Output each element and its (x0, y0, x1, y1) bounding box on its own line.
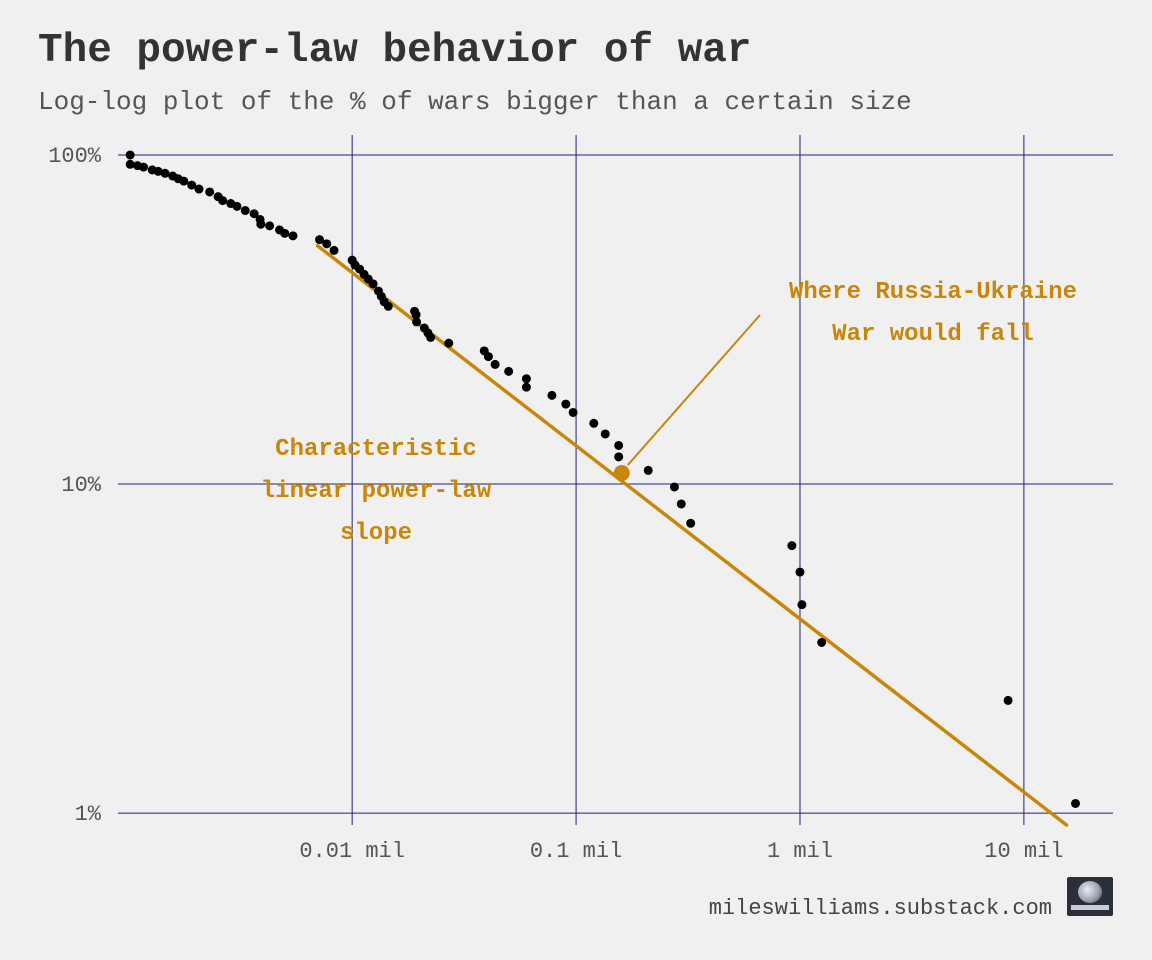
data-point (490, 359, 500, 369)
data-point (205, 187, 215, 197)
data-point (160, 168, 170, 178)
data-point (153, 166, 163, 176)
russia-ukraine-annotation: Where Russia-Ukraine War would fall (789, 279, 1077, 348)
annotations: Characteristic linear power-law slope Where… (261, 279, 1077, 547)
data-point (329, 245, 339, 255)
russia-ukraine-point (613, 465, 630, 482)
data-point (249, 209, 259, 219)
data-point (322, 239, 332, 249)
y-tick-label: 1% (75, 802, 102, 827)
data-point (187, 180, 197, 190)
data-point (444, 338, 454, 348)
trend-line-layer (315, 243, 1069, 827)
data-point (669, 482, 679, 492)
data-point (643, 465, 653, 475)
globe-logo-icon (1067, 877, 1113, 916)
data-point (1003, 695, 1013, 705)
data-point (139, 162, 149, 172)
x-tick-label: 0.1 mil (530, 839, 622, 864)
slope-annotation-line: Characteristic (275, 436, 477, 463)
slope-annotation-line: slope (340, 520, 412, 547)
data-point (795, 567, 805, 577)
data-point (568, 407, 578, 417)
data-point (547, 390, 557, 400)
data-point (504, 366, 514, 376)
data-point (412, 317, 422, 327)
data-point (194, 184, 204, 194)
trend-line (315, 243, 1069, 827)
data-point (383, 301, 393, 311)
x-tick-label: 1 mil (767, 839, 833, 864)
data-point (797, 600, 807, 610)
data-point (614, 452, 624, 462)
data-point (288, 231, 298, 241)
x-tick-label: 10 mil (984, 839, 1063, 864)
data-point (521, 382, 531, 392)
chart-title: The power-law behavior of war (38, 28, 752, 74)
axis-tick-labels: 0.01 mil 0.1 mil 1 mil 10 mil 100% 10% 1% (48, 144, 1063, 864)
data-point (218, 196, 228, 206)
data-point (240, 206, 250, 216)
data-point (483, 352, 493, 362)
grid-lines (118, 135, 1113, 825)
data-point (125, 159, 135, 169)
data-point (1070, 798, 1080, 808)
data-point (614, 440, 624, 450)
data-point (280, 228, 290, 238)
data-points (125, 150, 1080, 808)
data-point (256, 219, 266, 229)
slope-annotation: Characteristic linear power-law slope (261, 436, 492, 547)
data-point (411, 310, 421, 320)
data-point (265, 221, 275, 231)
data-point (521, 374, 531, 384)
data-point (676, 499, 686, 509)
data-point (232, 201, 242, 211)
data-point (179, 176, 189, 186)
data-point (125, 150, 135, 160)
data-point (817, 637, 827, 647)
data-point (600, 429, 610, 439)
annotation-pointer-line (627, 314, 761, 466)
slope-annotation-line: linear power-law (261, 478, 492, 505)
data-point (561, 399, 571, 409)
data-point (426, 332, 436, 342)
data-point (315, 235, 325, 245)
y-tick-label: 10% (61, 473, 101, 498)
x-tick-label: 0.01 mil (299, 839, 405, 864)
data-point (787, 541, 797, 551)
chart-subtitle: Log-log plot of the % of wars bigger tha… (38, 87, 912, 117)
russia-ukraine-annotation-line: Where Russia-Ukraine (789, 279, 1077, 306)
russia-ukraine-annotation-line: War would fall (832, 321, 1034, 348)
data-point (686, 518, 696, 528)
site-caption: mileswilliams.substack.com (708, 896, 1052, 921)
data-point (368, 279, 378, 289)
data-point (589, 418, 599, 428)
y-tick-label: 100% (48, 144, 102, 169)
